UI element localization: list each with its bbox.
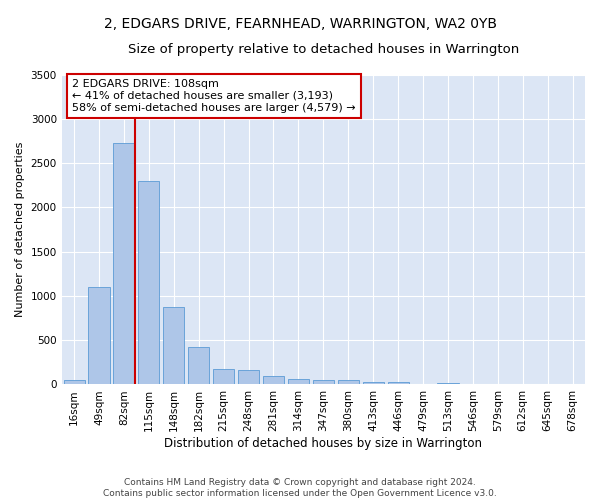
X-axis label: Distribution of detached houses by size in Warrington: Distribution of detached houses by size …: [164, 437, 482, 450]
Text: 2 EDGARS DRIVE: 108sqm
← 41% of detached houses are smaller (3,193)
58% of semi-: 2 EDGARS DRIVE: 108sqm ← 41% of detached…: [72, 80, 356, 112]
Bar: [113, 143, 134, 384]
Bar: [64, 380, 85, 384]
Bar: [313, 380, 334, 384]
Title: Size of property relative to detached houses in Warrington: Size of property relative to detached ho…: [128, 42, 519, 56]
Y-axis label: Number of detached properties: Number of detached properties: [15, 142, 25, 318]
Bar: [213, 370, 234, 384]
Text: 2, EDGARS DRIVE, FEARNHEAD, WARRINGTON, WA2 0YB: 2, EDGARS DRIVE, FEARNHEAD, WARRINGTON, …: [104, 18, 497, 32]
Bar: [388, 382, 409, 384]
Bar: [188, 348, 209, 385]
Text: Contains HM Land Registry data © Crown copyright and database right 2024.
Contai: Contains HM Land Registry data © Crown c…: [103, 478, 497, 498]
Bar: [263, 376, 284, 384]
Bar: [288, 379, 309, 384]
Bar: [437, 382, 458, 384]
Bar: [338, 380, 359, 384]
Bar: [88, 287, 110, 384]
Bar: [238, 370, 259, 384]
Bar: [362, 382, 384, 384]
Bar: [138, 181, 160, 384]
Bar: [163, 306, 184, 384]
